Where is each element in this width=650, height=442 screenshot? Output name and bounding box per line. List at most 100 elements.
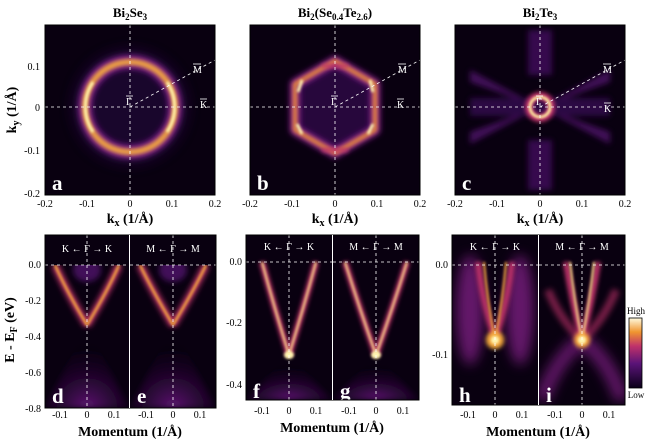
y-tick-0.1: 0.1: [28, 62, 41, 73]
x-tick-a-4: 0.2: [209, 199, 222, 210]
x-tick-c-2: 0: [538, 199, 543, 210]
x-ticks-h: -0.1 0 0.1: [460, 410, 528, 421]
x-tick-a-0: -0.2: [37, 199, 53, 210]
x-tick-d-1: 0: [85, 410, 90, 421]
y-tick-g1-1: -0.2: [25, 296, 41, 307]
top-x-ticks-b: -0.2 -0.1 0 0.1 0.2: [242, 199, 426, 210]
colorbar-gradient: [628, 317, 643, 389]
panel-g: M ← Γ → M g: [333, 235, 419, 403]
title-b: Bi2(Se0.4Te2.6): [298, 5, 372, 22]
bottom-x-axis-label-hi: Momentum (1/Å): [486, 424, 590, 440]
panel-e: M ← Γ → M e: [130, 235, 216, 408]
panel-label-g: g: [340, 379, 351, 403]
k-point-a: K: [200, 100, 208, 111]
y-tick-g1-2: -0.4: [25, 332, 41, 343]
y-ticks-group1: 0.0 -0.2 -0.4 -0.6 -0.8: [25, 260, 41, 415]
x-tick-b-4: 0.2: [414, 199, 427, 210]
panel-c: Γ M K c: [454, 24, 626, 196]
top-x-ticks-a: -0.2 -0.1 0 0.1 0.2: [37, 199, 221, 210]
colorbar-high-label: High: [627, 306, 646, 316]
x-tick-h-0: -0.1: [460, 410, 476, 421]
x-tick-c-3: 0.1: [576, 199, 589, 210]
panel-label-d: d: [52, 384, 64, 408]
x-ticks-e: -0.1 0 0.1: [138, 410, 206, 421]
top-x-axis-label-b: kx (1/Å): [312, 211, 359, 229]
y-tick-g1-4: -0.8: [25, 404, 41, 415]
panel-label-a: a: [52, 171, 63, 195]
x-ticks-d: -0.1 0 0.1: [52, 410, 120, 421]
panel-f: K ← Γ → K f: [246, 235, 332, 403]
panel-label-h: h: [459, 383, 471, 407]
x-tick-f-2: 0.1: [310, 406, 323, 417]
y-tick-g3-1: -0.1: [432, 350, 448, 361]
x-tick-h-1: 0: [493, 410, 498, 421]
x-tick-a-1: -0.1: [79, 199, 95, 210]
x-tick-g-0: -0.1: [341, 406, 357, 417]
top-x-axis-label-a: kx (1/Å): [107, 211, 154, 229]
top-x-ticks-c: -0.2 -0.1 0 0.1 0.2: [447, 199, 631, 210]
bottom-x-axis-label-fg: Momentum (1/Å): [280, 420, 384, 436]
colorbar-low-label: Low: [628, 390, 645, 400]
x-tick-b-1: -0.1: [284, 199, 300, 210]
y-tick-g1-0: 0.0: [29, 260, 42, 271]
k-point-c: K: [604, 104, 612, 115]
cut-label-i: M ← Γ → M: [555, 242, 609, 253]
x-ticks-f: -0.1 0 0.1: [254, 406, 322, 417]
x-tick-c-0: -0.2: [447, 199, 463, 210]
x-ticks-i: -0.1 0 0.1: [547, 410, 615, 421]
gamma-point-b: Γ: [331, 97, 337, 108]
x-tick-b-3: 0.1: [371, 199, 384, 210]
panel-d: K ← Γ → K d: [45, 235, 129, 408]
y-tick-g2-1: -0.2: [226, 318, 242, 329]
panel-label-b: b: [257, 171, 269, 195]
bottom-x-axis-label-de: Momentum (1/Å): [78, 424, 182, 440]
x-tick-e-1: 0: [171, 410, 176, 421]
x-tick-i-1: 0: [580, 410, 585, 421]
panel-label-i: i: [546, 383, 552, 407]
y-tick-neg0.1: -0.1: [24, 146, 40, 157]
cut-label-g: M ← Γ → M: [349, 242, 403, 253]
x-tick-h-2: 0.1: [516, 410, 529, 421]
m-point-c: M: [603, 65, 612, 76]
gamma-point-a: Γ: [126, 97, 132, 108]
m-point-a: M: [193, 65, 202, 76]
y-tick-0: 0: [35, 103, 40, 114]
x-tick-e-2: 0.1: [194, 410, 207, 421]
panel-label-c: c: [462, 171, 471, 195]
top-x-axis-label-c: kx (1/Å): [517, 211, 564, 229]
y-tick-g2-0: 0.0: [230, 257, 243, 268]
bottom-y-axis-label: E - EF (eV): [3, 297, 20, 363]
panel-label-e: e: [137, 384, 146, 408]
cut-label-d: K ← Γ → K: [62, 244, 113, 255]
x-tick-a-3: 0.1: [166, 199, 179, 210]
y-tick-g2-2: -0.4: [226, 380, 242, 391]
x-tick-i-0: -0.1: [547, 410, 563, 421]
x-tick-c-4: 0.2: [619, 199, 632, 210]
y-tick-neg0.2: -0.2: [24, 189, 40, 200]
k-point-b: K: [397, 100, 405, 111]
y-ticks-group3: 0.0 -0.1: [432, 260, 448, 361]
x-tick-b-0: -0.2: [242, 199, 258, 210]
cut-label-f: K ← Γ → K: [264, 242, 315, 253]
panel-a: Γ M K a: [44, 24, 216, 196]
x-tick-g-1: 0: [374, 406, 379, 417]
x-ticks-g: -0.1 0 0.1: [341, 406, 409, 417]
title-a: Bi2Se3: [113, 5, 148, 22]
m-point-b: M: [398, 65, 407, 76]
x-tick-g-2: 0.1: [397, 406, 410, 417]
colorbar: High Low: [627, 306, 646, 400]
x-tick-d-2: 0.1: [108, 410, 121, 421]
x-tick-f-0: -0.1: [254, 406, 270, 417]
panel-i: M ← Γ → M i: [539, 235, 625, 407]
panel-label-f: f: [253, 379, 261, 403]
y-tick-g3-0: 0.0: [436, 260, 449, 271]
y-ticks-group2: 0.0 -0.2 -0.4: [226, 257, 242, 391]
top-y-ticks: 0.1 0 -0.1 -0.2: [24, 62, 40, 200]
top-y-axis-label: ky (1/Å): [4, 86, 22, 133]
x-tick-a-2: 0: [128, 199, 133, 210]
gamma-point-c: Γ: [536, 97, 542, 108]
panel-h: K ← Γ → K h: [452, 235, 538, 407]
x-tick-b-2: 0: [333, 199, 338, 210]
x-tick-f-1: 0: [287, 406, 292, 417]
